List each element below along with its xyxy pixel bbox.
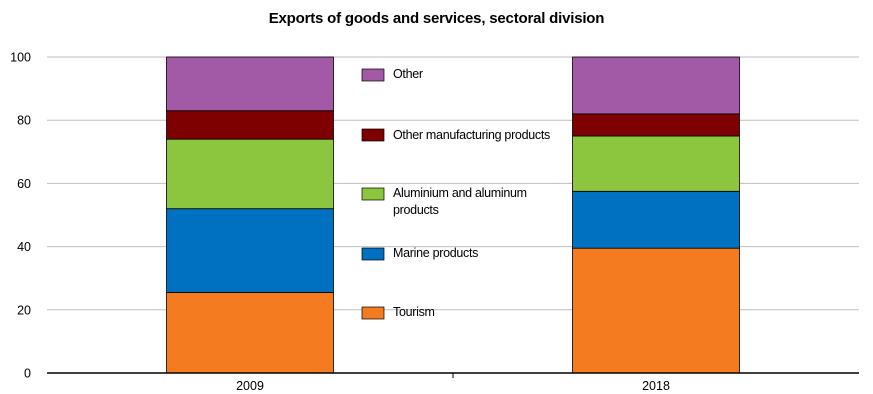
legend-label: Marine products [393,246,478,260]
legend-label: products [393,203,439,217]
bar-segment-marine-products-2018 [572,190,740,249]
legend-swatch-marine-products [361,247,385,261]
x-tick-label: 2018 [642,379,670,393]
legend: Other Other manufacturing products Alumini… [361,67,550,320]
bar-segment-other-2018 [572,56,740,115]
legend-label: Aluminium and aluminum [393,186,527,200]
bar-segment-other-manufacturing-products-2009 [166,110,334,140]
legend-label: Other [393,67,423,81]
bar-segment-other-manufacturing-products-2018 [572,113,740,137]
bar-segment-tourism-2009 [166,292,334,374]
y-tick-label: 100 [10,51,31,65]
x-tick-label: 2009 [236,379,264,393]
bar-segment-aluminium-and-aluminum-products-2018 [572,135,740,192]
chart-title: Exports of goods and services, sectoral … [268,10,605,27]
legend-swatch-other [361,68,385,82]
y-tick-label: 0 [24,367,31,381]
legend-swatch-aluminium-and-aluminum-products [361,187,385,201]
y-tick-label: 60 [17,177,31,191]
y-tick-label: 20 [17,303,31,317]
axes: 0 20 40 60 80 100 2009 2018 [10,51,859,393]
y-tick-label: 80 [17,114,31,128]
legend-swatch-other-manufacturing-products [361,128,385,142]
bar-segment-marine-products-2009 [166,208,334,293]
bar-segment-other-2009 [166,56,334,112]
bar-segment-tourism-2018 [572,247,740,374]
legend-swatch-tourism [361,306,385,320]
legend-label: Other manufacturing products [393,128,550,142]
y-tick-label: 40 [17,240,31,254]
bar-segment-aluminium-and-aluminum-products-2009 [166,138,334,210]
legend-label: Tourism [393,305,435,319]
bars [166,56,740,374]
